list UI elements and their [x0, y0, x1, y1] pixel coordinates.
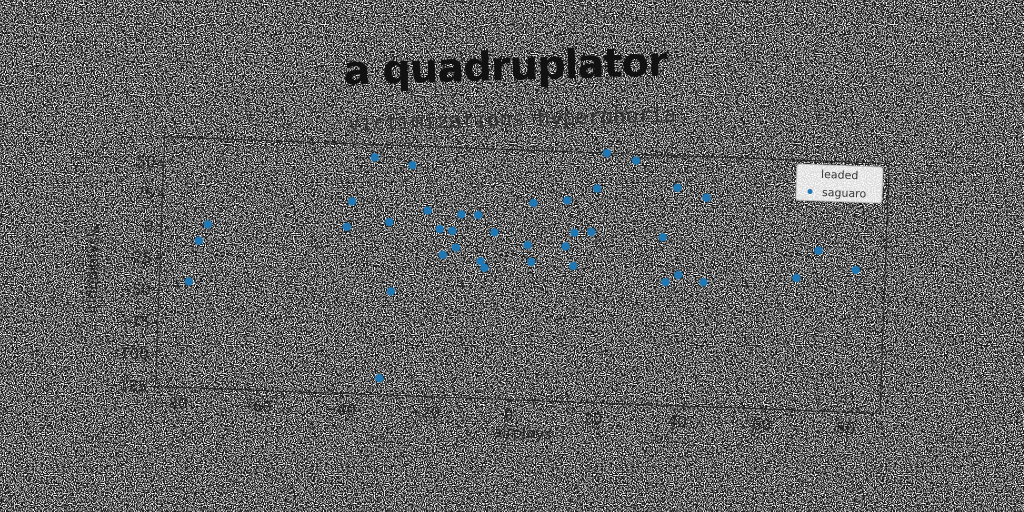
data-point	[570, 228, 579, 237]
data-point	[203, 220, 213, 229]
data-point	[699, 278, 708, 287]
x-tick-label: −60	[240, 397, 272, 416]
data-point	[814, 246, 823, 255]
data-point	[587, 227, 596, 237]
data-point	[480, 263, 489, 273]
data-point	[674, 270, 683, 280]
legend-label-saguaro: saguaro	[822, 186, 867, 201]
data-point	[457, 210, 466, 219]
x-tick-label: −20	[408, 403, 440, 422]
x-tick-label: 80	[836, 419, 856, 438]
data-point	[673, 183, 682, 192]
chart-subtitle: victimizations hyperphoria	[347, 102, 676, 135]
y-tick-label: −75	[118, 312, 150, 331]
y-tick-label: −50	[119, 280, 151, 299]
data-point	[476, 257, 485, 266]
x-tick-label: −40	[324, 400, 356, 419]
data-point	[527, 257, 536, 267]
data-point	[473, 210, 483, 220]
data-point	[631, 156, 641, 165]
y-tick-label: 25	[135, 184, 155, 203]
data-point	[661, 277, 670, 287]
data-point	[448, 226, 457, 235]
data-point	[792, 273, 801, 283]
data-point	[451, 243, 461, 252]
x-tick-label: 20	[583, 409, 603, 428]
x-tick-label: 0	[504, 406, 514, 424]
data-point	[592, 184, 602, 193]
data-point	[569, 261, 578, 271]
data-point	[523, 240, 532, 250]
legend-marker	[807, 189, 813, 195]
x-axis-label: airplays	[493, 423, 553, 443]
legend: leaded saguaro	[795, 163, 884, 204]
legend-box	[795, 163, 884, 204]
data-point	[490, 228, 499, 237]
data-point	[184, 277, 194, 286]
data-point	[851, 265, 860, 275]
data-point	[658, 232, 668, 242]
x-axis: −80 −60 −40 −20 0 20 40 60 80	[156, 387, 856, 438]
x-tick-label: 60	[752, 416, 772, 435]
y-tick-label: −100	[107, 344, 149, 363]
y-axis: 50 25 0 −25 −50 −75 −100 −125	[106, 152, 164, 395]
axes-frame	[154, 136, 890, 414]
x-tick-label: 40	[667, 412, 687, 431]
legend-title: leaded	[821, 168, 859, 182]
series-saguaro	[184, 148, 860, 383]
data-point	[342, 222, 352, 232]
data-point	[561, 242, 570, 251]
data-point	[435, 224, 444, 234]
data-point	[702, 193, 711, 202]
data-point	[423, 206, 432, 215]
plot-group: −80 −60 −40 −20 0 20 40 60 80 50 25 0 −25 −50 −75 −100…	[82, 136, 890, 443]
data-point	[408, 160, 417, 170]
data-point	[375, 373, 384, 383]
y-tick-label: 0	[143, 217, 153, 235]
y-tick-label: 50	[136, 152, 156, 171]
y-tick-label: −125	[106, 376, 148, 395]
data-point	[385, 217, 394, 227]
x-tick-label: −80	[156, 394, 188, 413]
data-point	[370, 153, 379, 162]
chart-title: a quadruplator	[343, 39, 669, 94]
y-axis-label: iridodialysis	[82, 224, 103, 314]
data-point	[438, 250, 448, 259]
data-point	[194, 236, 203, 245]
data-point	[602, 148, 612, 158]
y-tick-label: −25	[120, 248, 152, 267]
data-point	[529, 198, 538, 208]
data-point	[563, 196, 572, 205]
data-point	[386, 287, 396, 296]
data-point	[347, 197, 357, 206]
